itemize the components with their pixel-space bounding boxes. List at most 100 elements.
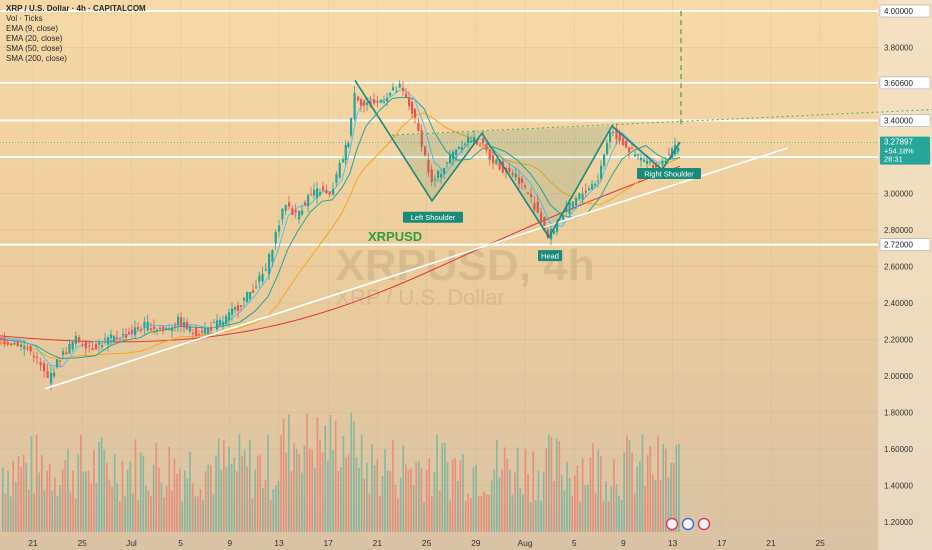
candle-body	[440, 174, 443, 178]
volume-bar	[537, 470, 540, 532]
candle-body	[498, 159, 501, 170]
volume-bar	[251, 498, 254, 532]
volume-bar	[527, 474, 529, 532]
x-tick-label: 9	[621, 538, 626, 548]
candle-body	[316, 188, 319, 198]
volume-bar	[288, 414, 290, 532]
candle-body	[271, 250, 274, 262]
volume-bar	[467, 493, 470, 532]
candle-body	[405, 93, 408, 98]
volume-bar	[483, 491, 485, 532]
candle-body	[36, 356, 39, 358]
volume-bar	[488, 494, 490, 532]
y-tick-label: 1.80000	[884, 409, 913, 418]
candle-body	[84, 341, 87, 349]
volume-bar	[672, 462, 675, 532]
candle-body	[204, 328, 207, 334]
candle-body	[591, 184, 594, 190]
candle-body	[153, 326, 156, 329]
candle-body	[246, 291, 249, 302]
candle-body	[264, 269, 267, 271]
volume-bar	[277, 480, 280, 532]
volume-bar	[415, 462, 418, 532]
candle-body	[634, 154, 637, 157]
candle-body	[255, 286, 258, 288]
candle-body	[344, 144, 347, 161]
volume-bar	[587, 485, 589, 532]
candle-body	[485, 143, 488, 151]
candle-body	[524, 185, 527, 188]
candle-body	[304, 202, 307, 205]
volume-bar	[652, 474, 654, 532]
volume-bar	[17, 455, 20, 532]
candle-body	[342, 159, 345, 163]
x-tick-label: 9	[227, 538, 232, 548]
indicator-sma50[interactable]: SMA (50, close)	[6, 44, 63, 53]
candle-body	[402, 87, 405, 92]
candle-body	[417, 123, 420, 131]
x-tick-label: 21	[28, 538, 38, 548]
volume-bar	[360, 434, 363, 532]
volume-bar	[295, 448, 298, 532]
candle-body	[201, 330, 204, 333]
candle-body	[398, 83, 401, 88]
candle-body	[521, 178, 524, 183]
volume-bar	[67, 448, 69, 532]
volume-bar	[314, 468, 316, 532]
x-tick-label: 17	[717, 538, 727, 548]
level-label: 3.40000	[884, 117, 913, 126]
volume-bar	[626, 435, 628, 532]
volume-bar	[319, 439, 321, 532]
candle-body	[546, 229, 549, 238]
candle-body	[88, 345, 91, 347]
volume-bar	[186, 478, 189, 532]
volume-bar	[420, 467, 423, 532]
volume-bar	[48, 463, 51, 532]
candle-body	[177, 316, 180, 326]
candle-body	[543, 216, 546, 231]
volume-bar	[111, 486, 113, 532]
volume-bar	[581, 458, 584, 532]
candle-body	[62, 351, 65, 355]
candle-body	[278, 225, 281, 232]
volume-bar	[511, 494, 514, 532]
candle-body	[492, 155, 495, 164]
last-price-tag	[880, 136, 930, 165]
volume-bar	[189, 451, 191, 532]
volume-bar	[496, 439, 498, 532]
volume-bar	[225, 467, 228, 532]
volume-bar	[584, 485, 587, 532]
candle-body	[183, 322, 186, 328]
volume-bar	[522, 494, 524, 532]
volume-bar	[282, 418, 285, 532]
volume-bar	[228, 446, 230, 532]
volume-bar	[659, 479, 662, 532]
volume-bar	[285, 452, 288, 532]
candle-body	[476, 139, 479, 145]
sma50-line	[0, 112, 681, 360]
candle-body	[357, 96, 360, 101]
indicator-ema20[interactable]: EMA (20, close)	[6, 34, 63, 43]
candle-body	[210, 326, 213, 331]
candle-body	[488, 149, 491, 160]
volume-bar	[392, 439, 394, 532]
volume-bar	[501, 469, 503, 532]
left-shoulder-label: Left Shoulder	[411, 213, 456, 222]
indicator-ema9[interactable]: EMA (9, close)	[6, 24, 59, 33]
volume-bar	[571, 495, 574, 532]
candle-body	[68, 343, 71, 354]
candle-body	[443, 167, 446, 175]
volume-bar	[384, 449, 386, 532]
volume-bar	[256, 455, 259, 532]
y-tick-label: 2.20000	[884, 336, 913, 345]
indicator-volume[interactable]: Vol · Ticks	[6, 14, 43, 23]
candle-body	[597, 180, 600, 182]
volume-bar	[9, 496, 12, 532]
volume-bar	[444, 442, 446, 532]
x-tick-label: 21	[766, 538, 776, 548]
volume-bar	[311, 449, 314, 532]
indicator-sma200[interactable]: SMA (200, close)	[6, 54, 67, 63]
volume-bar	[230, 463, 233, 532]
left-shoulder-label-bg	[403, 211, 463, 223]
